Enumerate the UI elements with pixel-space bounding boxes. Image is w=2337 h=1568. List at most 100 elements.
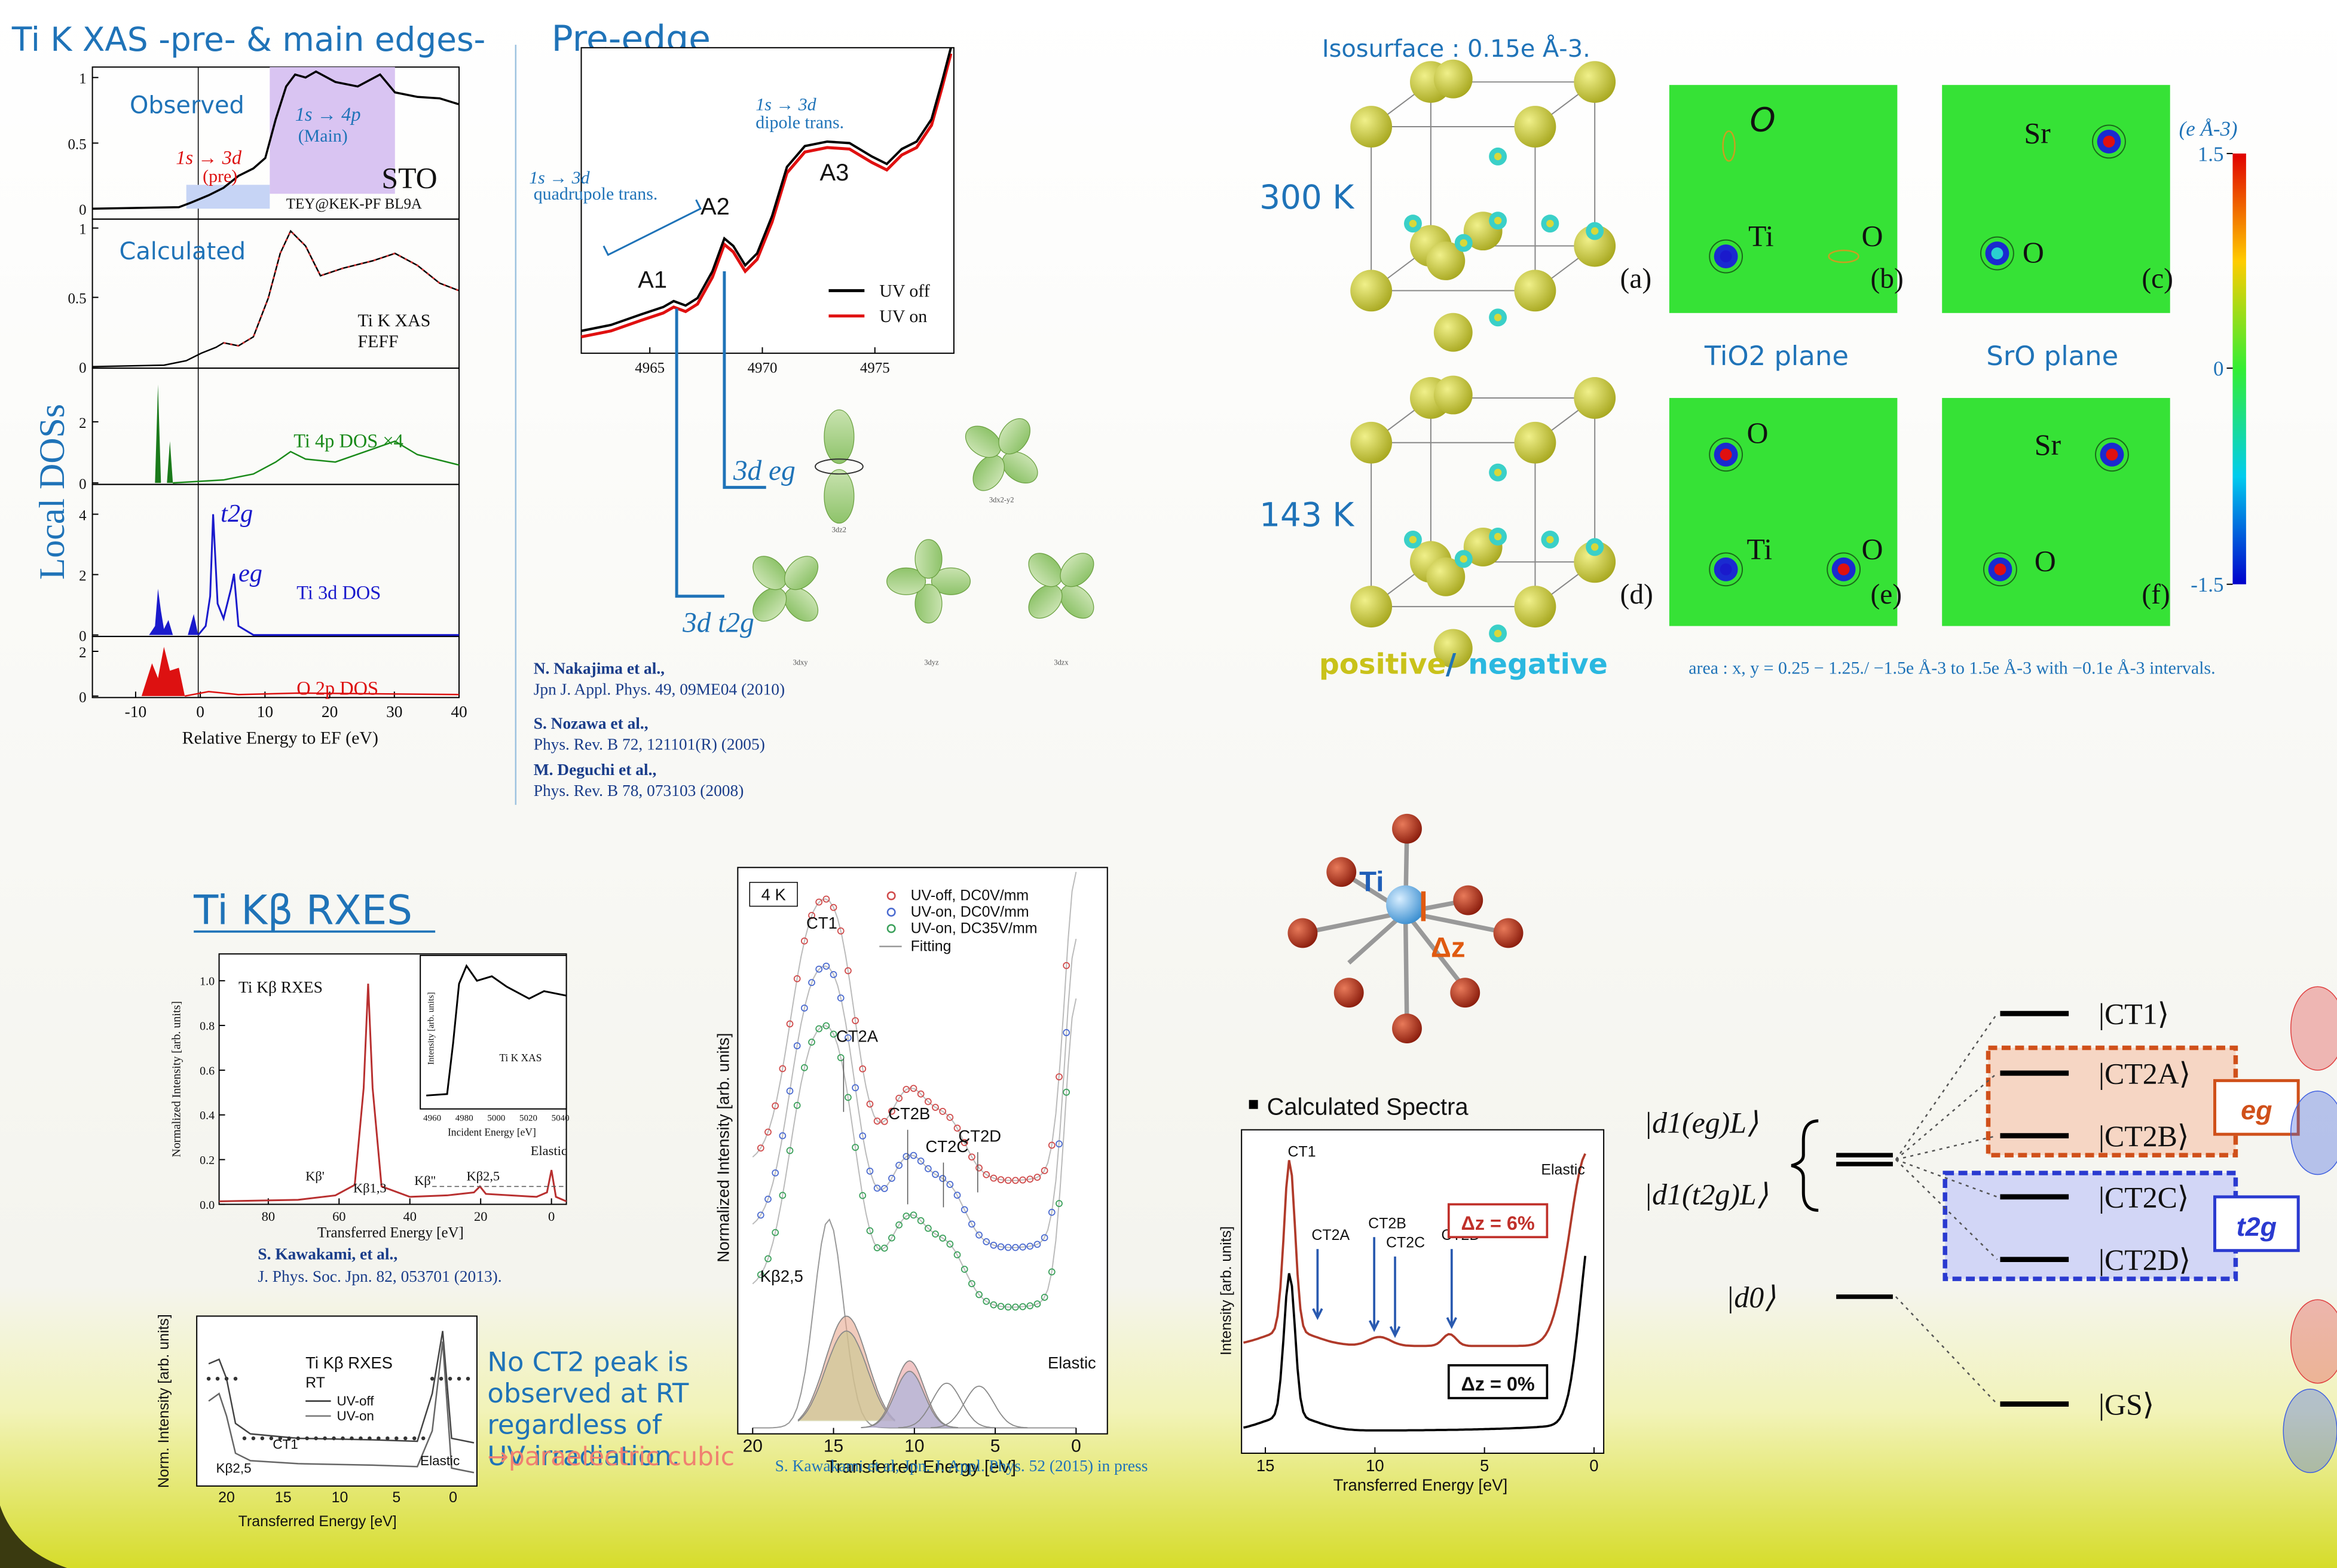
label: Ti K XAS — [499, 1052, 542, 1064]
orbital-lobe — [2283, 1389, 2337, 1473]
state-label: |GS⟩ — [2099, 1388, 2154, 1421]
axis-label: Relative Energy to EF (eV) — [182, 728, 378, 748]
page: {"xas":{"title":"Ti K XAS -pre- & main e… — [0, 0, 2337, 1568]
atom — [1494, 918, 1524, 948]
reference-source: Jpn J. Appl. Phys. 49, 09ME04 (2010) — [534, 680, 785, 698]
marker — [323, 1437, 326, 1440]
x-tick-label: 40 — [403, 1209, 417, 1224]
atom — [1287, 918, 1317, 948]
label: 1s → 3d — [755, 95, 816, 115]
atom-label: O — [2023, 236, 2044, 269]
label: RT — [305, 1374, 325, 1391]
reference-author: N. Nakajima et al., — [534, 659, 665, 677]
peak-label: CT1 — [806, 914, 837, 932]
axis-label: Intensity [arb. units] — [1218, 1226, 1235, 1355]
section-title: Ti K XAS -pre- & main edges- — [11, 20, 485, 59]
label: eg — [2241, 1095, 2272, 1125]
marker — [305, 1437, 308, 1440]
config-label: |d0⟩ — [1726, 1281, 1776, 1313]
legend-label: UV-off, DC0V/mm — [911, 887, 1029, 904]
atom — [1515, 106, 1556, 148]
orbital-lobe — [824, 470, 854, 523]
x-tick-label: 4960 — [423, 1114, 441, 1123]
marker — [412, 1437, 416, 1440]
reference-author: S. Nozawa et al., — [534, 715, 649, 733]
label: (pre) — [203, 166, 237, 186]
plot-frame — [1241, 1130, 1604, 1453]
x-tick-label: 30 — [386, 703, 402, 721]
label: / — [1446, 648, 1457, 681]
state-label: |CT1⟩ — [2099, 998, 2169, 1031]
note: regardless of — [487, 1409, 662, 1441]
axis-label: Normalized Intensity [arb. units] — [170, 1001, 183, 1157]
x-tick-label: 0 — [548, 1209, 555, 1224]
label: Isosurface : 0.15e Å-3. — [1322, 35, 1590, 63]
density-peak — [1838, 564, 1850, 575]
label: Ti 3d DOS — [296, 583, 381, 604]
y-tick-label: 0.8 — [200, 1020, 215, 1033]
label: CT1 — [273, 1437, 298, 1451]
colorbar-tick: -1.5 — [2191, 573, 2223, 596]
atom-label: Ti — [1747, 532, 1773, 565]
y-tick-label: 0 — [79, 360, 86, 376]
marker — [457, 1377, 461, 1380]
isosurface — [1494, 630, 1501, 637]
atom — [1350, 106, 1392, 148]
panel-label: Observed — [130, 92, 244, 120]
y-tick-label: 1 — [79, 71, 86, 87]
legend-label: UV-off — [337, 1394, 375, 1408]
label: 143 K — [1259, 495, 1355, 534]
density-map — [1942, 85, 2170, 313]
bullet — [1249, 1100, 1258, 1109]
marker — [261, 1437, 264, 1440]
orbital-lobe — [824, 410, 854, 464]
x-tick-label: -10 — [125, 703, 147, 721]
x-tick-label: 15 — [1256, 1456, 1275, 1475]
peak-label: Kβ2,5 — [760, 1267, 803, 1285]
axis-label: Local DOSs — [32, 404, 72, 580]
highlight — [186, 185, 270, 209]
marker — [421, 1437, 425, 1440]
label: 1s → 4p — [295, 104, 361, 125]
isosurface — [1494, 217, 1501, 224]
note: →paraelectric cubic — [487, 1442, 735, 1471]
state-label: |CT2D⟩ — [2099, 1244, 2191, 1276]
label: 300 K — [1259, 178, 1355, 216]
x-tick-label: 10 — [1366, 1456, 1384, 1475]
panel-label: (e) — [1870, 579, 1902, 610]
x-tick-label: 4975 — [860, 360, 890, 376]
legend-label: UV-on, DC0V/mm — [911, 904, 1029, 920]
atom — [1434, 60, 1473, 99]
marker — [225, 1377, 228, 1380]
label: Ti Kβ RXES — [305, 1353, 393, 1372]
colorbar-tick: 0 — [2213, 357, 2223, 381]
atom — [1574, 61, 1616, 103]
isosurface — [1494, 314, 1501, 321]
peak-label: CT2D — [958, 1127, 1001, 1146]
label: Δz — [1431, 932, 1466, 963]
isosurface — [1546, 220, 1553, 227]
x-tick-label: 4965 — [635, 360, 665, 376]
panel-label: (d) — [1620, 579, 1653, 610]
marker — [448, 1377, 452, 1380]
x-tick-label: 10 — [332, 1489, 348, 1506]
y-tick-label: 0.5 — [68, 291, 86, 307]
reference-author: S. Kawakami, et al., — [258, 1245, 397, 1263]
marker — [234, 1377, 237, 1380]
atom — [1574, 377, 1616, 419]
marker — [207, 1377, 210, 1380]
atom — [1434, 313, 1473, 352]
y-tick-label: 2 — [79, 415, 86, 431]
label: STO — [381, 161, 437, 194]
label: eg — [238, 559, 262, 587]
atom — [1326, 857, 1356, 887]
label: 1s → 3d — [176, 147, 242, 169]
state-label: |CT2C⟩ — [2099, 1181, 2189, 1214]
atom-label: O — [2035, 544, 2056, 577]
atom-label: O — [1747, 416, 1769, 449]
atom — [1453, 886, 1483, 915]
isosurface — [1494, 153, 1501, 160]
label: negative — [1468, 648, 1608, 681]
axis-label: Incident Energy [eV] — [448, 1126, 536, 1138]
y-tick-label: 0.2 — [200, 1154, 215, 1167]
